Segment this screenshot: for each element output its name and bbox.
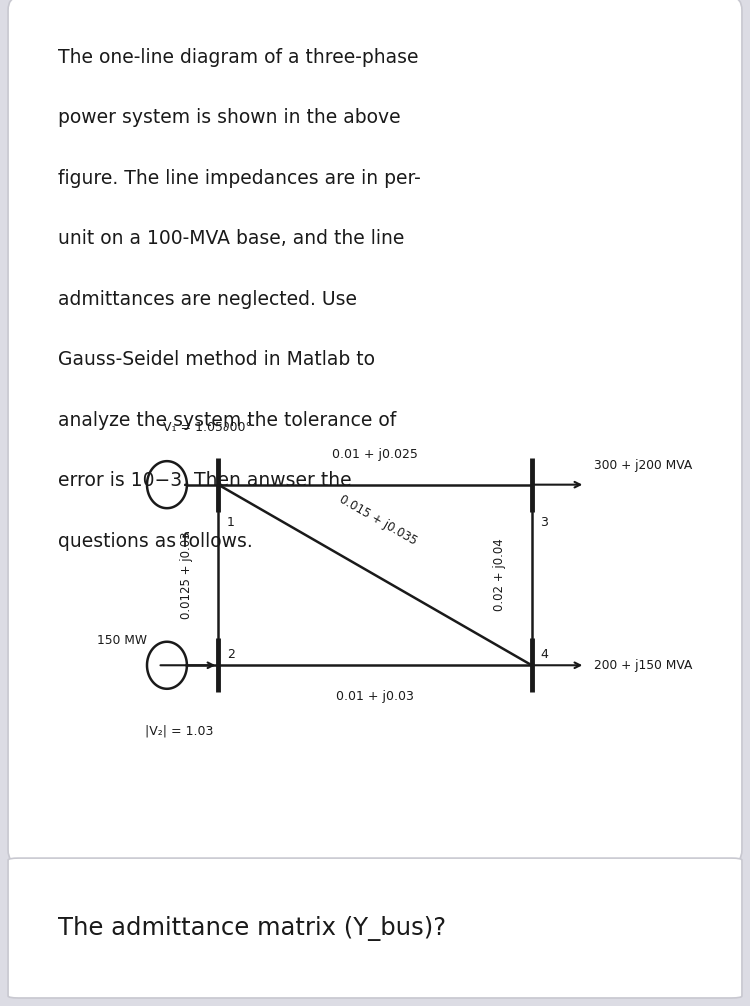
Text: unit on a 100-MVA base, and the line: unit on a 100-MVA base, and the line xyxy=(58,229,404,248)
FancyBboxPatch shape xyxy=(8,858,742,998)
Text: 1: 1 xyxy=(226,516,235,529)
Text: 0.0125 + j0.03: 0.0125 + j0.03 xyxy=(180,531,193,619)
Text: 0.01 + j0.03: 0.01 + j0.03 xyxy=(336,690,414,703)
Text: Gauss-Seidel method in Matlab to: Gauss-Seidel method in Matlab to xyxy=(58,350,375,369)
Text: V₁ = 1.05∂00°: V₁ = 1.05∂00° xyxy=(164,422,252,435)
Text: admittances are neglected. Use: admittances are neglected. Use xyxy=(58,290,357,309)
Text: 150 MW: 150 MW xyxy=(97,634,147,647)
Text: power system is shown in the above: power system is shown in the above xyxy=(58,109,400,128)
Text: The one-line diagram of a three-phase: The one-line diagram of a three-phase xyxy=(58,48,419,66)
FancyBboxPatch shape xyxy=(8,0,742,863)
Text: 200 + j150 MVA: 200 + j150 MVA xyxy=(594,659,692,672)
Text: 2: 2 xyxy=(226,648,235,661)
Text: 0.01 + j0.025: 0.01 + j0.025 xyxy=(332,448,418,461)
Text: 3: 3 xyxy=(540,516,548,529)
Text: The admittance matrix (Y_bus)?: The admittance matrix (Y_bus)? xyxy=(58,915,446,941)
Text: 300 + j200 MVA: 300 + j200 MVA xyxy=(594,459,692,472)
Text: error is 10−3. Then anwser the: error is 10−3. Then anwser the xyxy=(58,471,352,490)
Text: questions as follows.: questions as follows. xyxy=(58,532,253,550)
Text: |V₂| = 1.03: |V₂| = 1.03 xyxy=(145,724,213,737)
Text: 0.015 + j0.035: 0.015 + j0.035 xyxy=(338,493,420,548)
Text: 0.02 + j0.04: 0.02 + j0.04 xyxy=(494,538,506,612)
Text: 4: 4 xyxy=(540,648,548,661)
Text: analyze the system the tolerance of: analyze the system the tolerance of xyxy=(58,410,396,430)
Text: figure. The line impedances are in per-: figure. The line impedances are in per- xyxy=(58,169,421,188)
